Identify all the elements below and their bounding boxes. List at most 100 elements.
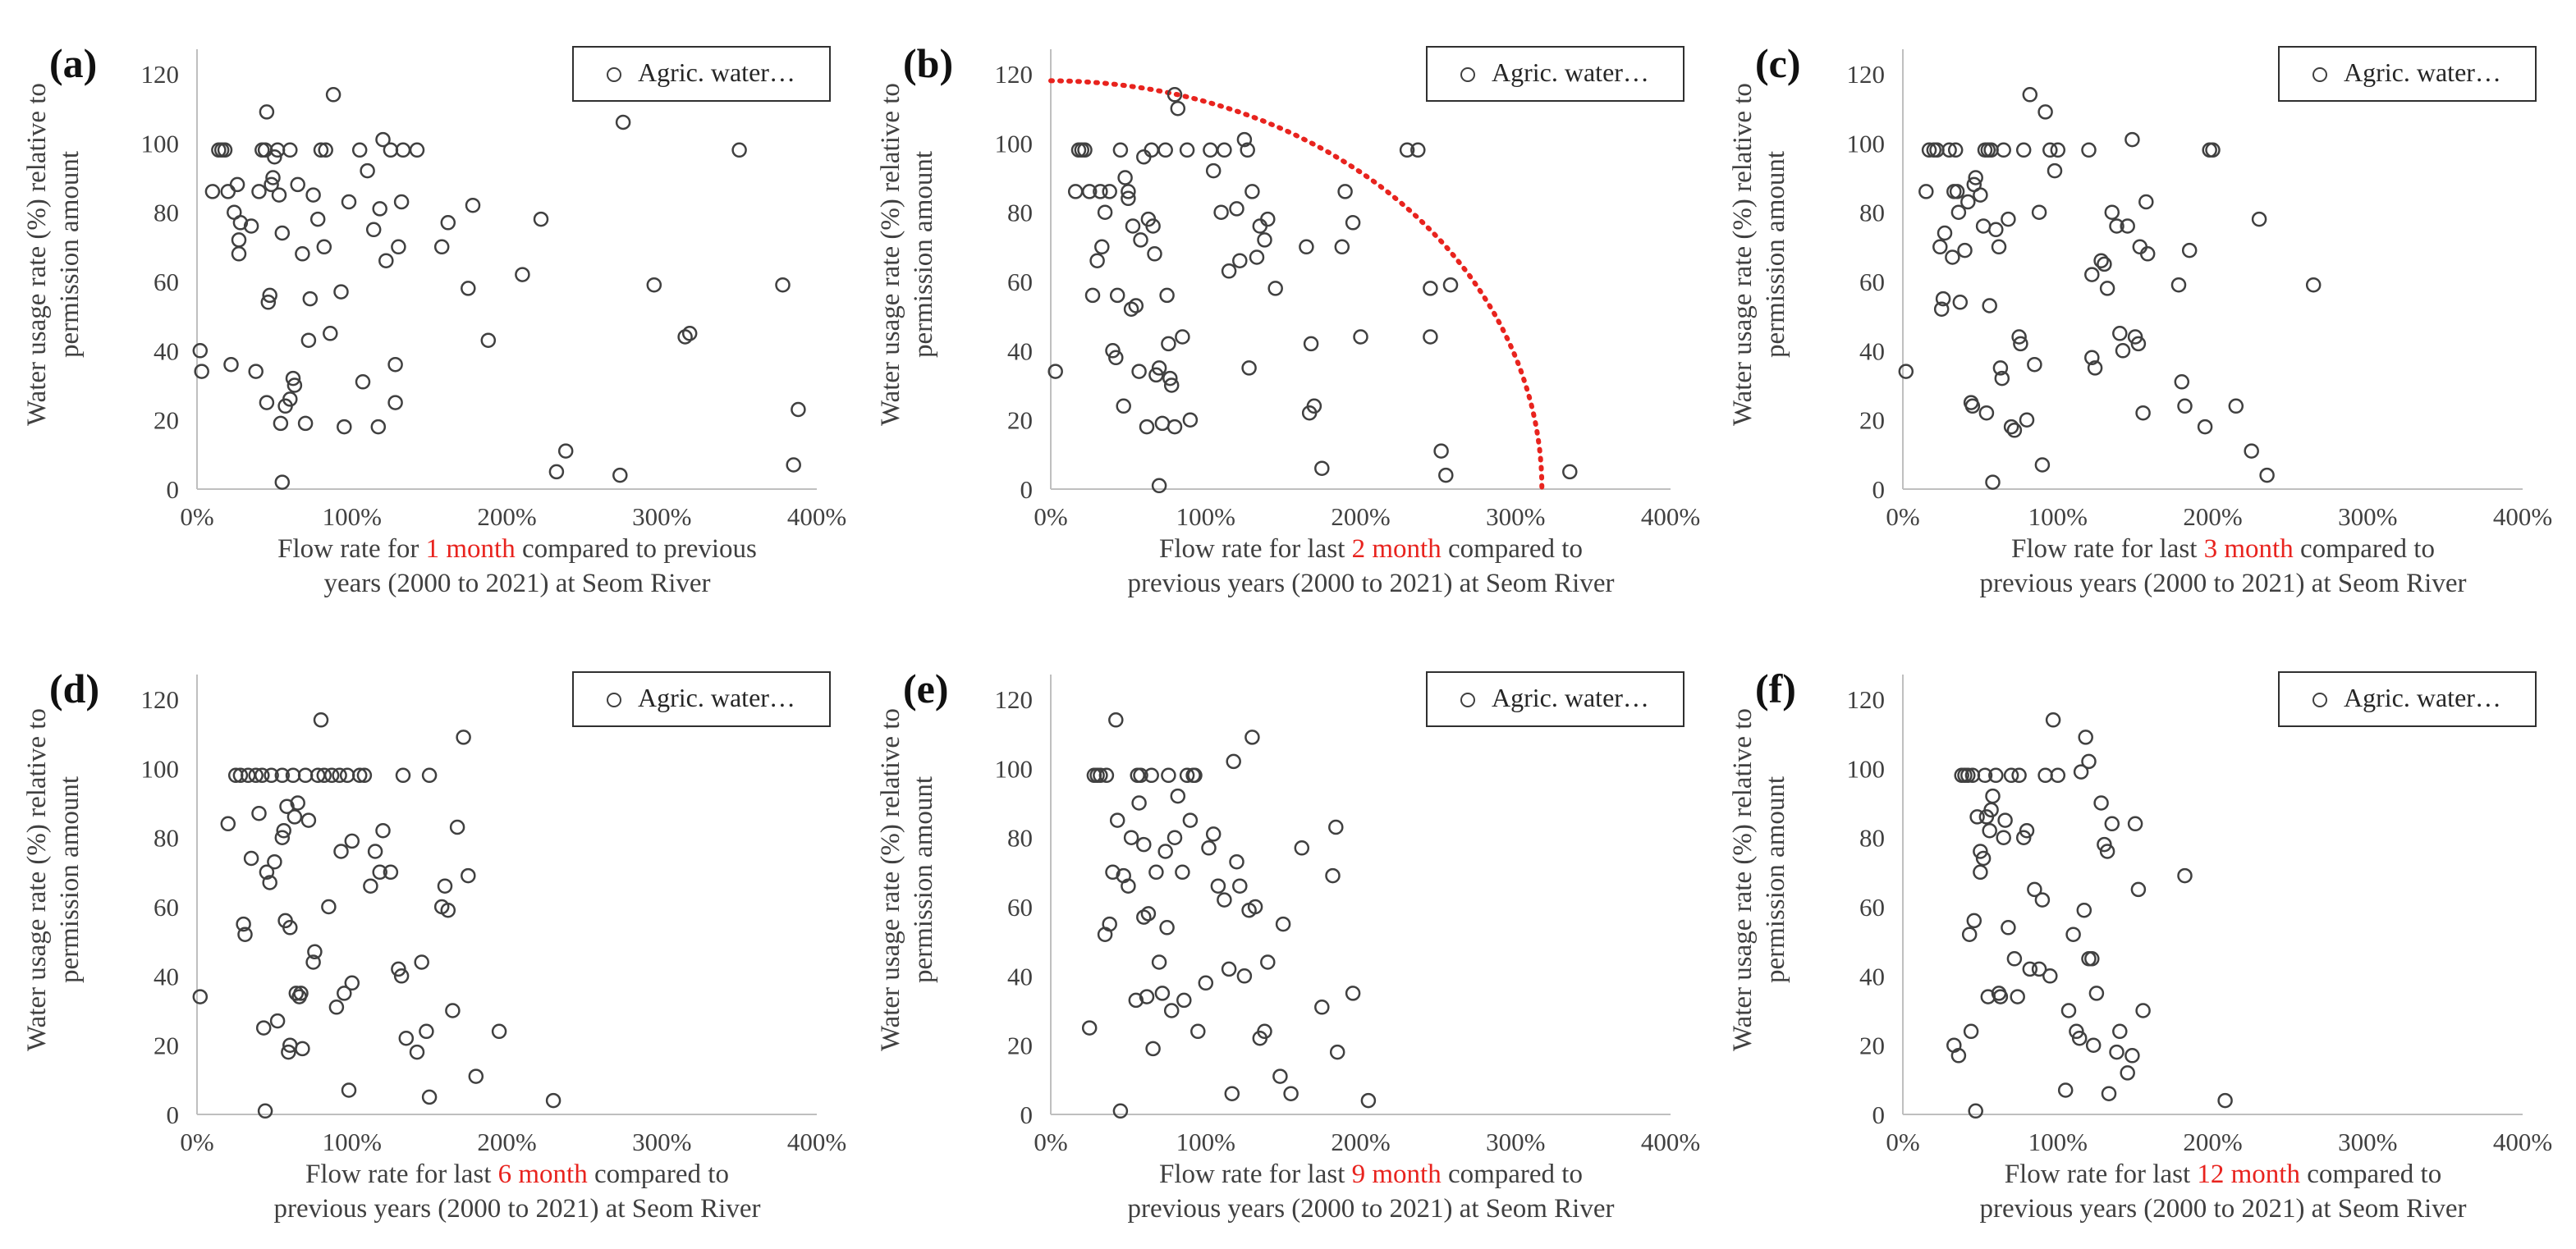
- data-point: [1966, 913, 1982, 929]
- data-point: [421, 767, 438, 784]
- data-point: [1933, 301, 1950, 317]
- data-point: [1562, 464, 1578, 480]
- data-point: [1081, 184, 1098, 199]
- data-point: [1898, 364, 1914, 379]
- data-point: [1108, 712, 1124, 728]
- x-axis-label: Flow rate for last 2 month compared to pr…: [1059, 532, 1683, 601]
- data-point: [2097, 836, 2112, 853]
- data-point: [293, 986, 309, 1001]
- data-point: [1084, 287, 1101, 304]
- data-point: [1992, 360, 2009, 376]
- x-axis-label-line2: years (2000 to 2021) at Seom River: [323, 569, 711, 598]
- data-point: [2050, 767, 2066, 784]
- y-tick-label: 80: [1859, 199, 1885, 227]
- data-point: [2093, 253, 2109, 268]
- data-point: [1093, 184, 1108, 199]
- data-point: [2015, 830, 2032, 845]
- x-tick-label: 200%: [2183, 1128, 2242, 1156]
- x-label-highlight: 9 month: [1351, 1160, 1442, 1189]
- data-point: [2125, 1048, 2140, 1064]
- x-tick-label: 400%: [1641, 502, 1700, 531]
- data-point: [2001, 920, 2016, 936]
- data-point: [1947, 142, 1964, 158]
- y-tick-label: 100: [995, 129, 1034, 158]
- legend-marker-icon: [607, 67, 621, 82]
- x-tick-label: 300%: [2338, 502, 2397, 531]
- y-axis-label: Water usage rate (%) relative to permissi…: [1726, 650, 1792, 1109]
- data-point: [456, 730, 471, 745]
- data-point: [1125, 218, 1141, 234]
- data-point: [192, 343, 209, 359]
- x-tick-label: 400%: [787, 1128, 846, 1156]
- y-tick-label: 60: [154, 893, 179, 922]
- data-point: [273, 415, 289, 432]
- data-point: [223, 356, 239, 373]
- data-point: [1161, 336, 1176, 352]
- data-point: [2027, 881, 2042, 898]
- data-point: [194, 364, 209, 379]
- legend: Agric. water…: [572, 671, 831, 727]
- data-point: [2251, 211, 2267, 227]
- x-label-prefix: Flow rate for last: [2004, 1160, 2198, 1189]
- data-point: [1112, 1103, 1129, 1119]
- x-label-prefix: Flow rate for: [277, 534, 426, 564]
- legend-marker-icon: [1460, 693, 1475, 707]
- x-axis-label: Flow rate for last 6 month compared to pr…: [205, 1157, 829, 1226]
- x-axis-label: Flow rate for last 9 month compared to pr…: [1059, 1157, 1683, 1226]
- data-point: [204, 184, 221, 199]
- data-point: [243, 218, 259, 234]
- data-point: [1247, 899, 1263, 915]
- data-point: [1157, 844, 1173, 859]
- legend: Agric. water…: [1426, 671, 1684, 727]
- data-point: [271, 187, 287, 203]
- y-axis-label-line: Water usage rate (%) relative to: [1728, 83, 1758, 426]
- x-axis-label-line1: Flow rate for last 12 month compared to: [1911, 1157, 2535, 1192]
- legend-label: Agric. water…: [638, 683, 795, 712]
- x-tick-label: 400%: [787, 502, 846, 531]
- data-point: [2001, 211, 2016, 227]
- data-point: [533, 211, 549, 227]
- x-tick-label: 300%: [1486, 1128, 1545, 1156]
- data-point: [1952, 295, 1969, 310]
- data-point: [2085, 1037, 2102, 1053]
- scatter-panel: 0 20 40 60 80 100 120 0% 100% 200% 300% 400% (e) Wate…: [854, 625, 1707, 1249]
- data-point: [1154, 986, 1171, 1001]
- x-label-prefix: Flow rate for last: [2011, 534, 2204, 564]
- data-point: [288, 986, 305, 1001]
- data-point: [318, 142, 333, 158]
- y-tick-label: 100: [141, 754, 180, 783]
- data-point: [1121, 190, 1136, 207]
- data-point: [282, 920, 298, 936]
- data-point: [2050, 142, 2066, 158]
- data-point: [1224, 1086, 1240, 1101]
- data-point: [2181, 242, 2198, 258]
- trend-curve: [1048, 78, 1545, 492]
- data-point: [1102, 916, 1117, 932]
- data-point: [1081, 1020, 1098, 1036]
- data-point: [2010, 989, 2025, 1004]
- data-point: [1337, 184, 1353, 199]
- data-point: [1147, 246, 1162, 262]
- plot-svg: 0 20 40 60 80 100 120 0% 100% 200% 300% 400%: [995, 675, 1700, 1156]
- data-point: [445, 1003, 461, 1018]
- data-point: [646, 277, 662, 293]
- data-point: [237, 926, 253, 942]
- data-point: [2127, 816, 2143, 832]
- data-point: [2034, 892, 2051, 908]
- data-point: [414, 954, 429, 970]
- data-point: [1128, 992, 1144, 1009]
- data-point: [257, 1103, 273, 1119]
- data-point: [1098, 767, 1115, 784]
- y-axis-label-line: permission amount: [1761, 150, 1790, 359]
- data-point: [2093, 795, 2109, 811]
- data-point: [1945, 249, 1960, 265]
- data-point: [1353, 329, 1368, 345]
- data-point: [2084, 267, 2100, 282]
- plot-svg: 0 20 40 60 80 100 120 0% 100% 200% 300% 400%: [141, 675, 846, 1156]
- plot-svg: 0 20 40 60 80 100 120 0% 100% 200% 300% 400%: [1847, 49, 2552, 531]
- data-point: [243, 850, 259, 867]
- data-point: [1109, 812, 1125, 828]
- data-point: [1093, 767, 1108, 784]
- data-point: [337, 419, 352, 435]
- data-point: [2115, 343, 2131, 359]
